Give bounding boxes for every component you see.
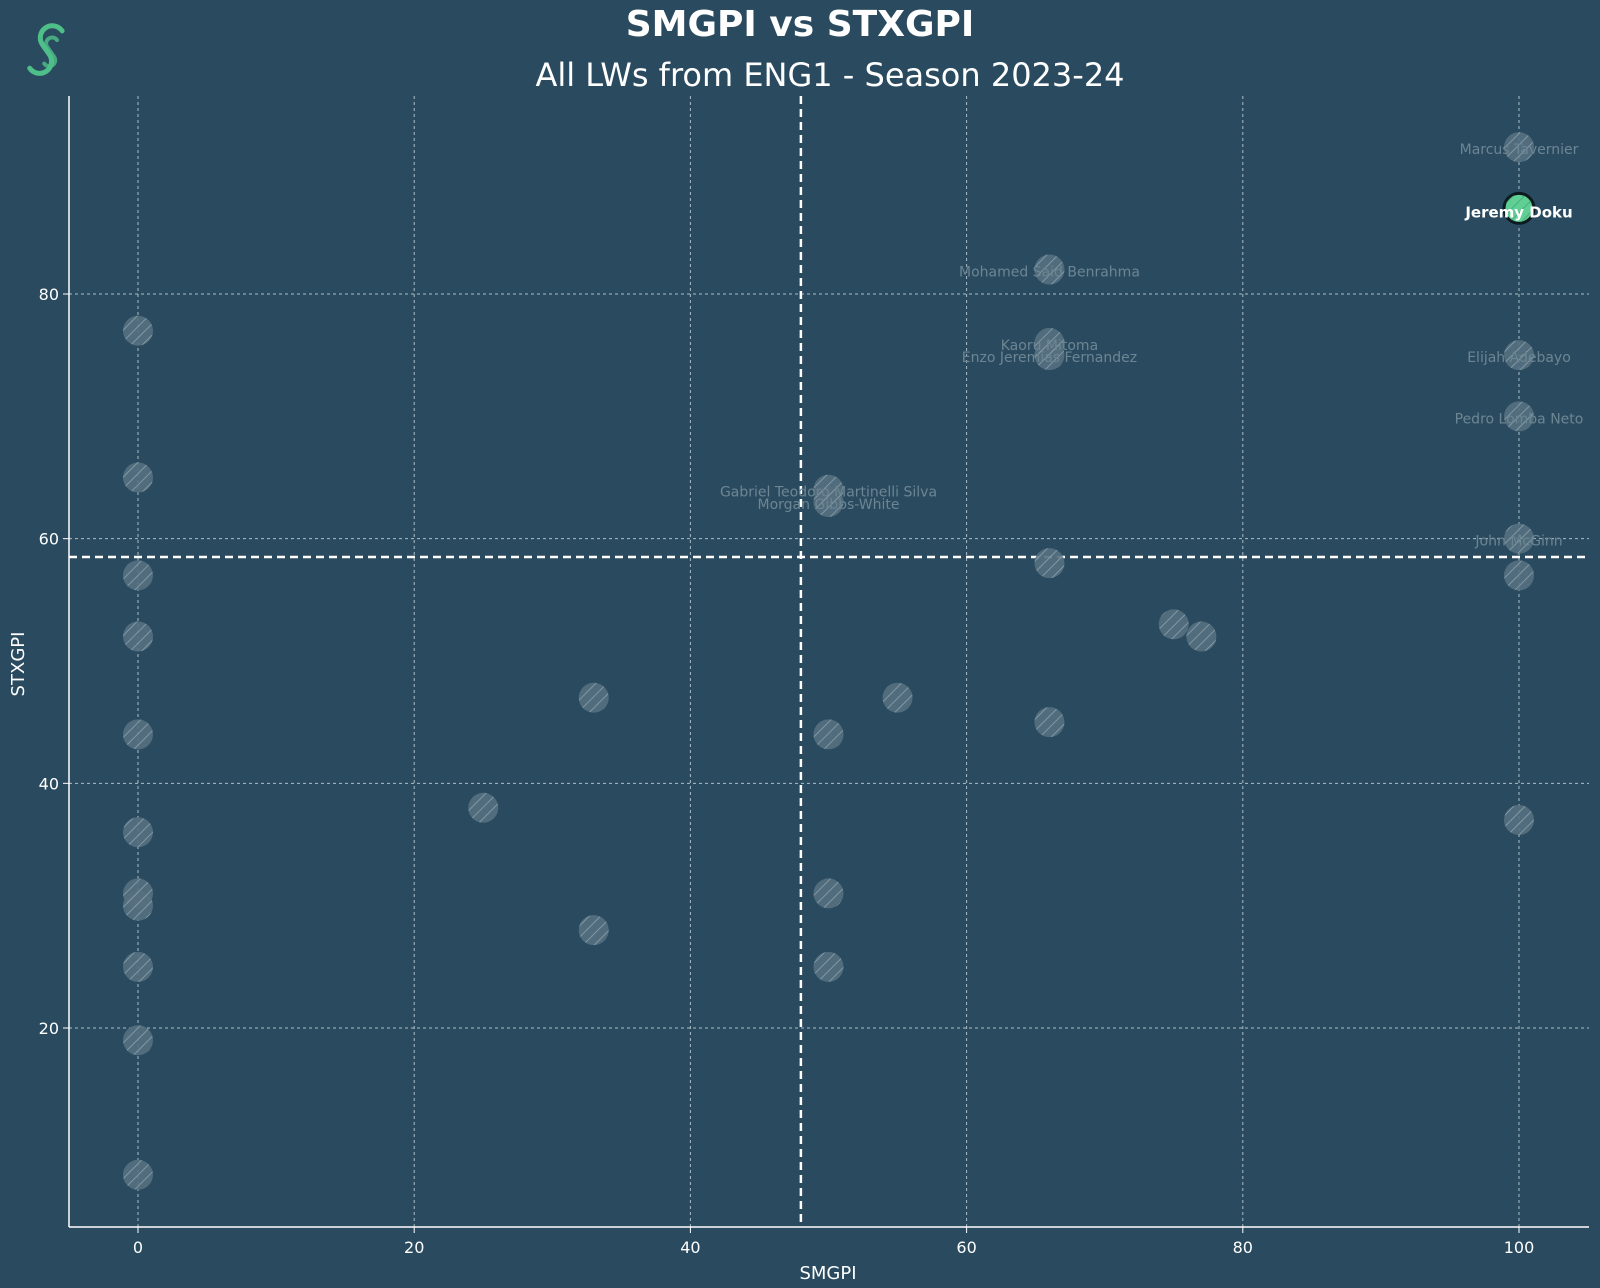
data-point-hatch xyxy=(468,792,499,823)
data-point-hatch xyxy=(578,682,609,713)
y-axis-label: STXGPI xyxy=(8,632,29,697)
x-tick-label: 20 xyxy=(404,1238,424,1257)
y-tick-label: 80 xyxy=(39,285,59,304)
point-label: Kaoru Mitoma xyxy=(1001,338,1098,354)
axes: 0 20 40 60 80 100 20 40 60 80 xyxy=(39,96,1589,1257)
data-point-hatch xyxy=(813,878,844,909)
chart-subtitle: All LWs from ENG1 - Season 2023-24 xyxy=(535,56,1124,94)
x-tick-label: 100 xyxy=(1504,1238,1535,1257)
x-tick-label: 80 xyxy=(1233,1238,1253,1257)
point-label: Enzo Jeremias Fernandez xyxy=(962,350,1137,366)
data-point-hatch xyxy=(123,951,153,982)
swirl-logo-inner xyxy=(42,35,60,69)
highlight-label: Jeremy Doku xyxy=(1464,203,1572,221)
data-point-hatch xyxy=(882,682,913,713)
logo xyxy=(27,23,65,76)
data-point-hatch xyxy=(1034,254,1065,285)
y-tick-label: 20 xyxy=(39,1019,59,1038)
point-label: Marcus Tavernier xyxy=(1460,142,1579,158)
reference-lines xyxy=(69,96,1589,1227)
point-label: Gabriel Teodoro Martinelli Silva xyxy=(720,485,937,501)
point-label: Mohamed Said Benrahma xyxy=(959,265,1140,281)
x-axis-label: SMGPI xyxy=(799,1263,856,1284)
data-point-hatch xyxy=(813,951,844,982)
data-point-hatch xyxy=(1504,805,1534,836)
data-point-hatch xyxy=(123,621,153,652)
point-label: John McGinn xyxy=(1474,534,1562,550)
grid-lines xyxy=(69,96,1589,1227)
x-tick-label: 60 xyxy=(956,1238,976,1257)
swirl-logo-icon xyxy=(27,23,65,76)
data-point-hatch xyxy=(123,462,153,493)
data-point-hatch xyxy=(123,1025,153,1056)
highlight-point-hatch xyxy=(1505,194,1533,223)
point-label: Elijah Adebayo xyxy=(1467,350,1571,366)
data-point-hatch xyxy=(123,817,153,848)
x-tick-label: 40 xyxy=(680,1238,700,1257)
data-point-hatch xyxy=(1504,132,1534,163)
data-point-hatch xyxy=(1504,401,1534,432)
point-labels: Marcus Tavernier Mohamed Said Benrahma Kao… xyxy=(720,142,1583,549)
x-tick-label: 0 xyxy=(133,1238,143,1257)
data-point-hatch xyxy=(813,486,844,517)
data-point-hatch xyxy=(123,719,153,750)
data-point-hatch xyxy=(1034,340,1065,371)
point-label: Morgan Gibbs-White xyxy=(758,497,900,513)
data-point-hatch xyxy=(1034,548,1065,579)
data-point-hatch xyxy=(1504,340,1534,371)
data-point-hatch xyxy=(1158,609,1189,640)
data-point-hatch xyxy=(578,915,609,946)
data-points xyxy=(123,132,1536,1190)
data-point-hatch xyxy=(1034,707,1065,738)
data-point-hatch xyxy=(1186,621,1217,652)
chart-title: SMGPI vs STXGPI xyxy=(626,4,975,45)
data-point-hatch xyxy=(123,560,153,591)
data-point-hatch xyxy=(123,1159,153,1190)
y-tick-label: 60 xyxy=(39,530,59,549)
data-point-hatch xyxy=(813,719,844,750)
y-tick-label: 40 xyxy=(39,774,59,793)
data-point-hatch xyxy=(1504,560,1534,591)
data-point-hatch xyxy=(1504,523,1534,554)
point-label: Pedro Lomba Neto xyxy=(1455,411,1584,427)
data-point-hatch xyxy=(123,890,153,921)
data-point-hatch xyxy=(123,315,153,346)
